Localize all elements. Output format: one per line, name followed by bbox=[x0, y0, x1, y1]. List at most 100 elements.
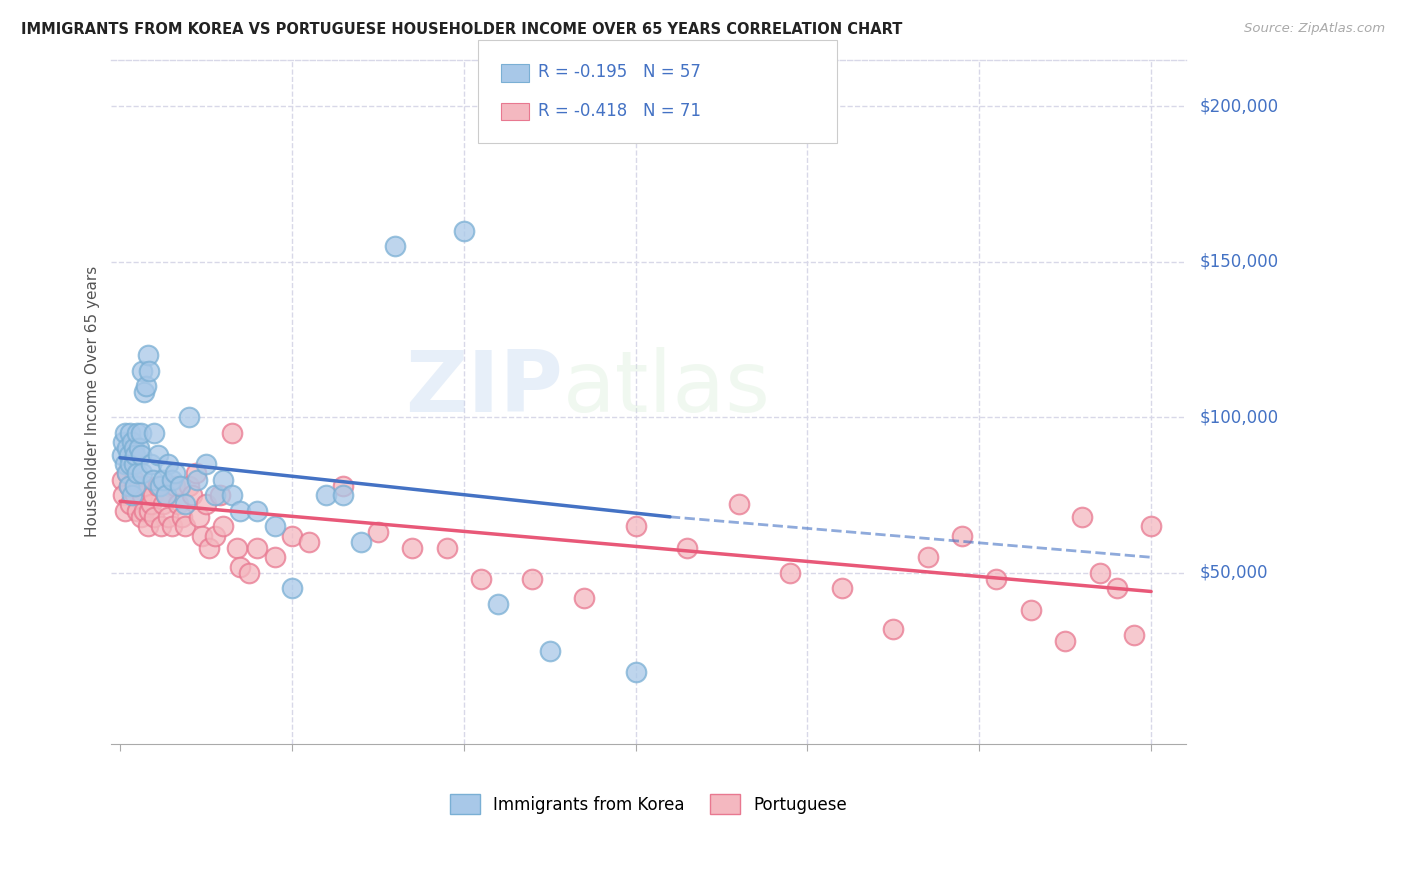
Text: $100,000: $100,000 bbox=[1199, 409, 1278, 426]
Text: IMMIGRANTS FROM KOREA VS PORTUGUESE HOUSEHOLDER INCOME OVER 65 YEARS CORRELATION: IMMIGRANTS FROM KOREA VS PORTUGUESE HOUS… bbox=[21, 22, 903, 37]
Point bbox=[204, 488, 226, 502]
Point bbox=[624, 665, 647, 680]
Point bbox=[143, 425, 166, 440]
Point bbox=[112, 488, 135, 502]
Point bbox=[160, 519, 183, 533]
Point bbox=[281, 582, 304, 596]
Point bbox=[263, 519, 285, 533]
Point bbox=[624, 519, 647, 533]
Point bbox=[1123, 628, 1146, 642]
Text: Source: ZipAtlas.com: Source: ZipAtlas.com bbox=[1244, 22, 1385, 36]
Point bbox=[221, 425, 243, 440]
Point bbox=[160, 473, 183, 487]
Point bbox=[157, 457, 180, 471]
Point bbox=[198, 541, 221, 555]
Point bbox=[114, 503, 136, 517]
Point bbox=[470, 572, 492, 586]
Point bbox=[384, 239, 406, 253]
Point bbox=[143, 509, 166, 524]
Point bbox=[129, 509, 152, 524]
Point bbox=[882, 622, 904, 636]
Point bbox=[128, 442, 150, 456]
Point bbox=[229, 559, 252, 574]
Point bbox=[194, 497, 217, 511]
Point bbox=[120, 425, 142, 440]
Text: ZIP: ZIP bbox=[405, 347, 562, 430]
Point bbox=[142, 488, 165, 502]
Point bbox=[917, 550, 939, 565]
Point bbox=[1019, 603, 1042, 617]
Point bbox=[246, 503, 269, 517]
Point bbox=[112, 435, 135, 450]
Point bbox=[1140, 519, 1163, 533]
Point bbox=[332, 479, 354, 493]
Point bbox=[332, 488, 354, 502]
Point bbox=[136, 519, 159, 533]
Point bbox=[122, 457, 145, 471]
Point bbox=[124, 448, 146, 462]
Point bbox=[298, 534, 321, 549]
Point bbox=[155, 488, 177, 502]
Point bbox=[128, 479, 150, 493]
Point bbox=[131, 488, 153, 502]
Point bbox=[225, 541, 247, 555]
Point bbox=[152, 497, 174, 511]
Point bbox=[163, 479, 186, 493]
Point bbox=[120, 457, 142, 471]
Point bbox=[150, 519, 173, 533]
Point bbox=[486, 597, 509, 611]
Point bbox=[136, 348, 159, 362]
Point bbox=[139, 497, 162, 511]
Point bbox=[135, 479, 157, 493]
Point bbox=[186, 473, 208, 487]
Point bbox=[157, 509, 180, 524]
Point bbox=[676, 541, 699, 555]
Point bbox=[121, 435, 143, 450]
Legend: Immigrants from Korea, Portuguese: Immigrants from Korea, Portuguese bbox=[450, 794, 846, 814]
Point bbox=[1071, 509, 1094, 524]
Point bbox=[131, 467, 153, 481]
Point bbox=[831, 582, 853, 596]
Point bbox=[148, 479, 170, 493]
Point bbox=[229, 503, 252, 517]
Point bbox=[212, 519, 235, 533]
Point bbox=[538, 643, 561, 657]
Point bbox=[436, 541, 458, 555]
Point bbox=[115, 467, 138, 481]
Point bbox=[174, 519, 197, 533]
Point bbox=[779, 566, 801, 580]
Point bbox=[1105, 582, 1128, 596]
Point bbox=[204, 528, 226, 542]
Point bbox=[131, 364, 153, 378]
Point bbox=[315, 488, 337, 502]
Point bbox=[177, 410, 200, 425]
Point bbox=[117, 448, 139, 462]
Point bbox=[132, 385, 155, 400]
Point bbox=[263, 550, 285, 565]
Point bbox=[117, 479, 139, 493]
Point bbox=[212, 473, 235, 487]
Point bbox=[163, 467, 186, 481]
Text: atlas: atlas bbox=[562, 347, 770, 430]
Text: R = -0.418   N = 71: R = -0.418 N = 71 bbox=[538, 102, 702, 120]
Point bbox=[1088, 566, 1111, 580]
Point bbox=[950, 528, 973, 542]
Point bbox=[146, 448, 169, 462]
Point bbox=[127, 467, 149, 481]
Point bbox=[367, 525, 389, 540]
Text: $150,000: $150,000 bbox=[1199, 252, 1278, 271]
Point bbox=[246, 541, 269, 555]
Point bbox=[138, 503, 160, 517]
Point bbox=[169, 479, 191, 493]
Y-axis label: Householder Income Over 65 years: Householder Income Over 65 years bbox=[86, 266, 100, 537]
Point bbox=[170, 509, 193, 524]
Text: R = -0.195   N = 57: R = -0.195 N = 57 bbox=[538, 63, 702, 81]
Point bbox=[238, 566, 260, 580]
Point bbox=[208, 488, 231, 502]
Point bbox=[124, 479, 146, 493]
Point bbox=[174, 497, 197, 511]
Point bbox=[121, 448, 143, 462]
Point bbox=[117, 479, 139, 493]
Point bbox=[139, 457, 162, 471]
Point bbox=[122, 473, 145, 487]
